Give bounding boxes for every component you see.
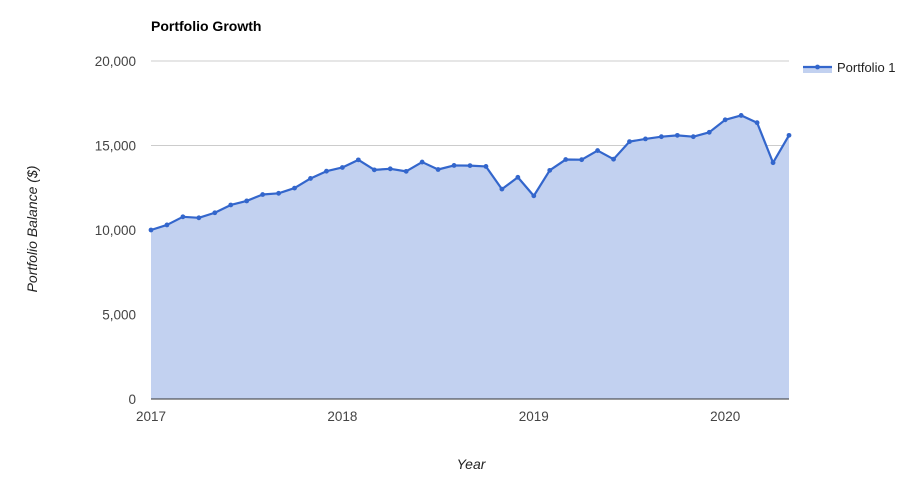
data-point [722,117,728,123]
data-point [355,157,361,163]
data-point [611,156,616,162]
data-point [276,190,281,196]
data-point [419,159,425,165]
data-point [706,129,712,135]
legend-label: Portfolio 1 [837,60,896,75]
chart-title: Portfolio Growth [151,18,261,34]
x-tick-label: 2017 [136,409,166,424]
data-point [515,174,521,180]
data-point [260,192,266,197]
data-point [786,132,792,138]
y-tick-label: 5,000 [102,308,136,323]
legend-swatch-point [815,64,820,70]
data-point [595,148,600,153]
data-point [738,113,744,118]
data-point [308,176,313,181]
data-point [467,163,473,169]
data-point [499,186,505,192]
data-point [244,198,250,204]
data-point [531,193,537,199]
data-point [643,136,648,142]
data-point [164,222,170,228]
legend: Portfolio 1 [803,60,896,75]
data-point [659,134,664,140]
x-tick-label: 2019 [519,409,549,424]
data-point [371,167,377,173]
series-layer [148,113,792,400]
data-point [403,168,409,174]
data-point [627,139,632,145]
data-point [196,215,202,221]
data-point [579,157,585,163]
data-point [212,210,218,216]
data-point [435,167,441,172]
data-point [754,120,760,126]
data-point [148,227,154,233]
data-point [340,165,345,170]
data-point [228,202,234,208]
y-tick-label: 15,000 [95,139,136,154]
data-point [483,164,489,169]
y-tick-label: 20,000 [95,54,136,69]
y-tick-label: 10,000 [95,223,136,238]
data-point [547,167,553,173]
y-axis-tick-labels: 0 5,000 10,000 15,000 20,000 [95,54,136,407]
data-point [674,132,680,138]
x-axis-title: Year [457,456,487,472]
legend-swatch-fill [803,67,832,73]
data-point [292,185,297,191]
data-point [451,163,457,168]
data-point [324,168,329,174]
x-tick-label: 2018 [327,409,357,424]
data-point [770,160,776,166]
data-point [690,134,696,140]
data-point [180,214,186,220]
x-axis-tick-labels: 2017 2018 2019 2020 [136,409,740,424]
data-point [387,166,393,172]
y-axis-title: Portfolio Balance ($) [24,166,40,293]
series-area-fill [151,115,789,400]
y-tick-label: 0 [128,392,136,407]
data-point [563,157,569,162]
x-tick-label: 2020 [710,409,740,424]
